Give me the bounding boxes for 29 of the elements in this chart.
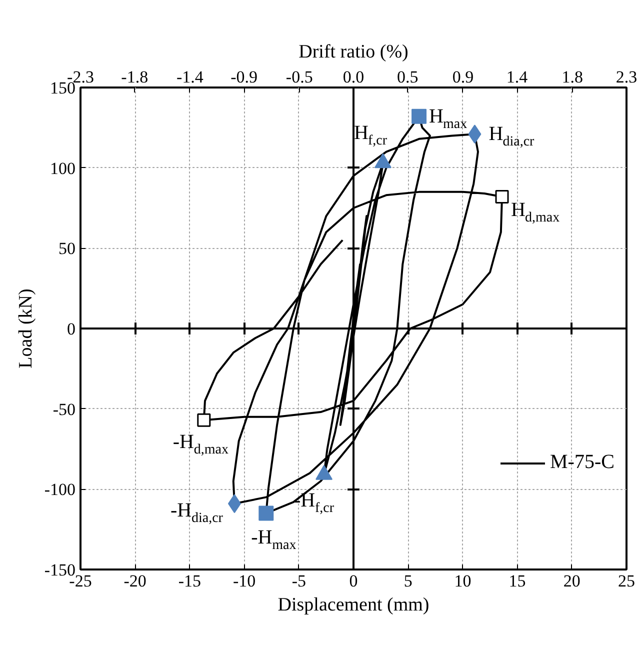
x2-tick-label: 1.4 <box>506 68 528 86</box>
x2-tick-label: -1.8 <box>121 68 148 86</box>
x-tick-label: -15 <box>178 572 202 590</box>
x-tick-label: 0 <box>349 572 358 590</box>
x-tick-label: 25 <box>618 572 635 590</box>
y-tick-label: 50 <box>58 239 76 258</box>
x2-tick-label: 1.8 <box>562 68 584 86</box>
x-tick-label: 10 <box>454 572 472 590</box>
x-tick-label: 20 <box>563 572 580 590</box>
x2-axis-title: Drift ratio (%) <box>298 42 408 62</box>
x2-tick-label: 2.3 <box>616 68 638 86</box>
x2-tick-label: 0.9 <box>452 68 474 86</box>
x-tick-label: -10 <box>232 572 256 590</box>
y-tick-label: 100 <box>50 158 76 178</box>
y-axis-title: Load (kN) <box>15 288 36 368</box>
x-tick-label: -5 <box>292 572 306 590</box>
x-tick-label: -20 <box>124 572 146 590</box>
y-tick-label: 0 <box>67 320 76 338</box>
x2-tick-label: -0.5 <box>286 68 313 86</box>
x-tick-label: 5 <box>404 572 412 590</box>
x2-tick-label: -1.4 <box>176 68 204 86</box>
x2-tick-label: 0.0 <box>342 68 364 86</box>
y-tick-label: -100 <box>44 480 76 500</box>
y-tick-label: -50 <box>52 400 76 419</box>
x2-tick-label: 0.5 <box>396 68 418 86</box>
x-tick-label: 15 <box>508 572 526 590</box>
x-axis-title: Displacement (mm) <box>278 594 430 616</box>
legend-label: M-75-C <box>550 451 614 474</box>
x2-tick-label: -0.9 <box>230 68 258 86</box>
